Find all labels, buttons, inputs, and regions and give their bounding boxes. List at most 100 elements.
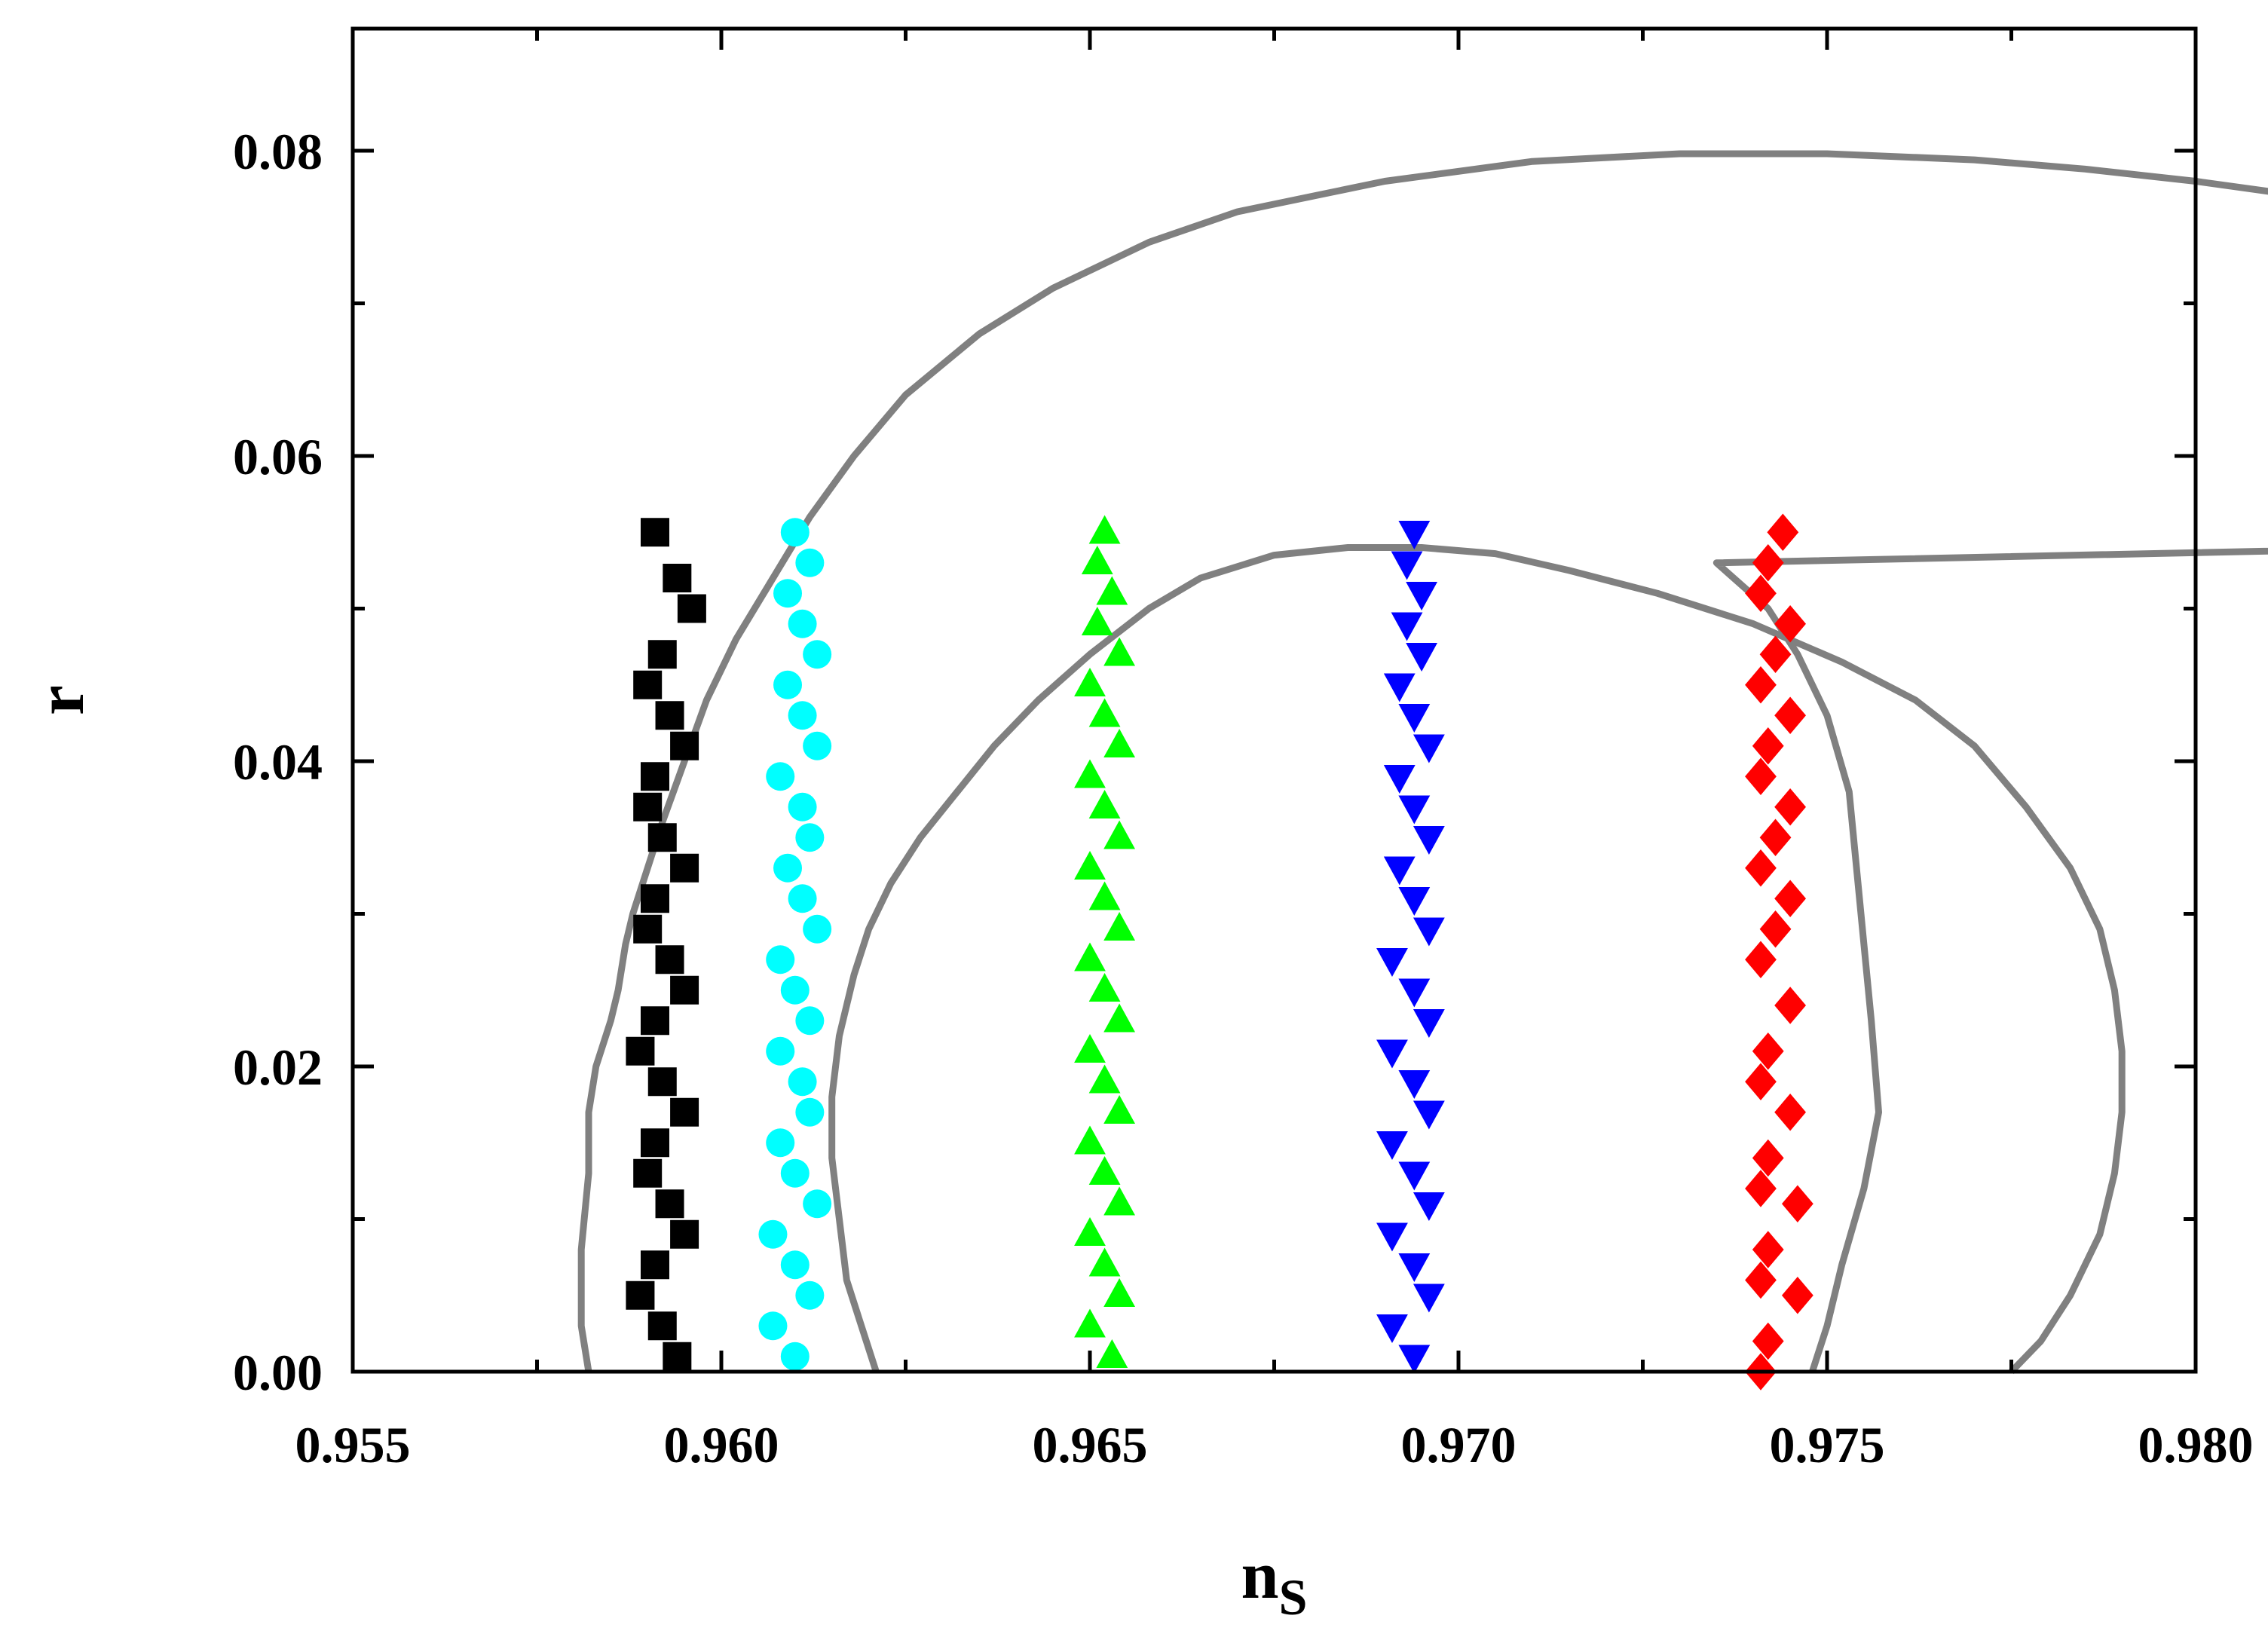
data-point [670, 975, 699, 1005]
data-point [780, 1250, 810, 1280]
series-4 [1376, 521, 1445, 1374]
data-point [1103, 1186, 1136, 1216]
data-point [1759, 910, 1792, 948]
data-point [1413, 1192, 1445, 1222]
data-point [640, 1006, 669, 1036]
data-point [1774, 788, 1806, 826]
data-point [1774, 880, 1806, 917]
data-point [647, 823, 677, 852]
y-tick-label: 0.02 [233, 1039, 323, 1096]
data-point [1413, 1009, 1445, 1039]
data-point [795, 1006, 825, 1036]
data-point [1096, 576, 1128, 605]
data-point [1398, 1345, 1431, 1374]
data-point [1398, 1070, 1431, 1100]
data-point [1096, 1339, 1128, 1368]
x-tick-label: 0.970 [1401, 1416, 1517, 1473]
data-point [1391, 612, 1423, 641]
data-point [788, 609, 817, 638]
data-point [803, 914, 832, 944]
data-point [1774, 605, 1806, 643]
data-point [1376, 1039, 1408, 1069]
data-point [1759, 818, 1792, 856]
data-point [1074, 942, 1106, 971]
data-point [1745, 1063, 1777, 1100]
data-point [1398, 978, 1431, 1008]
data-point [1081, 545, 1113, 574]
data-point [1774, 696, 1806, 734]
data-point [803, 731, 832, 760]
data-point [795, 823, 825, 852]
marker-layer [626, 513, 1813, 1391]
data-point [626, 1280, 655, 1310]
data-point [1103, 1277, 1136, 1307]
data-point [633, 1158, 663, 1188]
data-point [780, 518, 810, 547]
data-point [1413, 826, 1445, 855]
data-point [1398, 704, 1431, 733]
data-point [1745, 941, 1777, 978]
data-point [1774, 1094, 1806, 1131]
data-point [1081, 606, 1113, 635]
data-point [1413, 917, 1445, 947]
data-point [780, 1342, 810, 1371]
data-point [1088, 1155, 1121, 1185]
data-point [1088, 972, 1121, 1002]
data-point [670, 1219, 699, 1249]
data-point [795, 1280, 825, 1310]
data-point [1745, 1261, 1777, 1299]
data-point [663, 564, 692, 592]
data-point [655, 1189, 684, 1219]
data-point [640, 518, 669, 547]
data-point [655, 701, 684, 730]
data-point [1781, 1277, 1813, 1314]
data-point [1752, 1231, 1784, 1268]
data-point [670, 731, 699, 760]
series-3 [1074, 515, 1136, 1368]
data-point [1088, 515, 1121, 544]
data-point [1752, 544, 1784, 582]
data-point [1088, 881, 1121, 910]
data-point [1774, 987, 1806, 1024]
y-tick-label: 0.08 [233, 123, 323, 180]
data-point [640, 762, 669, 791]
data-point [780, 1158, 810, 1188]
data-point [1398, 1161, 1431, 1191]
x-axis-label: nS [1241, 1538, 1308, 1626]
data-point [1376, 1222, 1408, 1252]
data-point [1074, 1033, 1106, 1063]
data-point [1752, 1322, 1784, 1360]
data-point [1074, 1308, 1106, 1338]
series-1 [626, 518, 706, 1371]
data-point [1088, 698, 1121, 727]
data-point [1074, 1216, 1106, 1246]
data-point [1376, 1314, 1408, 1344]
data-point [758, 1219, 788, 1249]
data-point [788, 701, 817, 730]
data-point [1752, 1033, 1784, 1070]
data-point [647, 1067, 677, 1097]
data-point [1103, 1003, 1136, 1033]
data-point [640, 1128, 669, 1158]
data-point [647, 640, 677, 669]
data-point [1383, 673, 1416, 702]
x-axis-label-subscript: S [1279, 1568, 1308, 1626]
data-point [1103, 1094, 1136, 1124]
data-point [1745, 849, 1777, 887]
data-point [1745, 1170, 1777, 1207]
data-point [1413, 734, 1445, 763]
data-point [795, 548, 825, 577]
data-point [758, 1311, 788, 1341]
data-point [633, 914, 663, 944]
data-point [1376, 1131, 1408, 1161]
data-point [795, 1097, 825, 1127]
data-point [633, 792, 663, 822]
data-point [780, 975, 810, 1005]
data-point [655, 945, 684, 974]
data-point [1383, 765, 1416, 794]
data-point [1406, 643, 1437, 672]
x-tick-label: 0.965 [1033, 1416, 1148, 1473]
x-tick-label: 0.960 [664, 1416, 779, 1473]
